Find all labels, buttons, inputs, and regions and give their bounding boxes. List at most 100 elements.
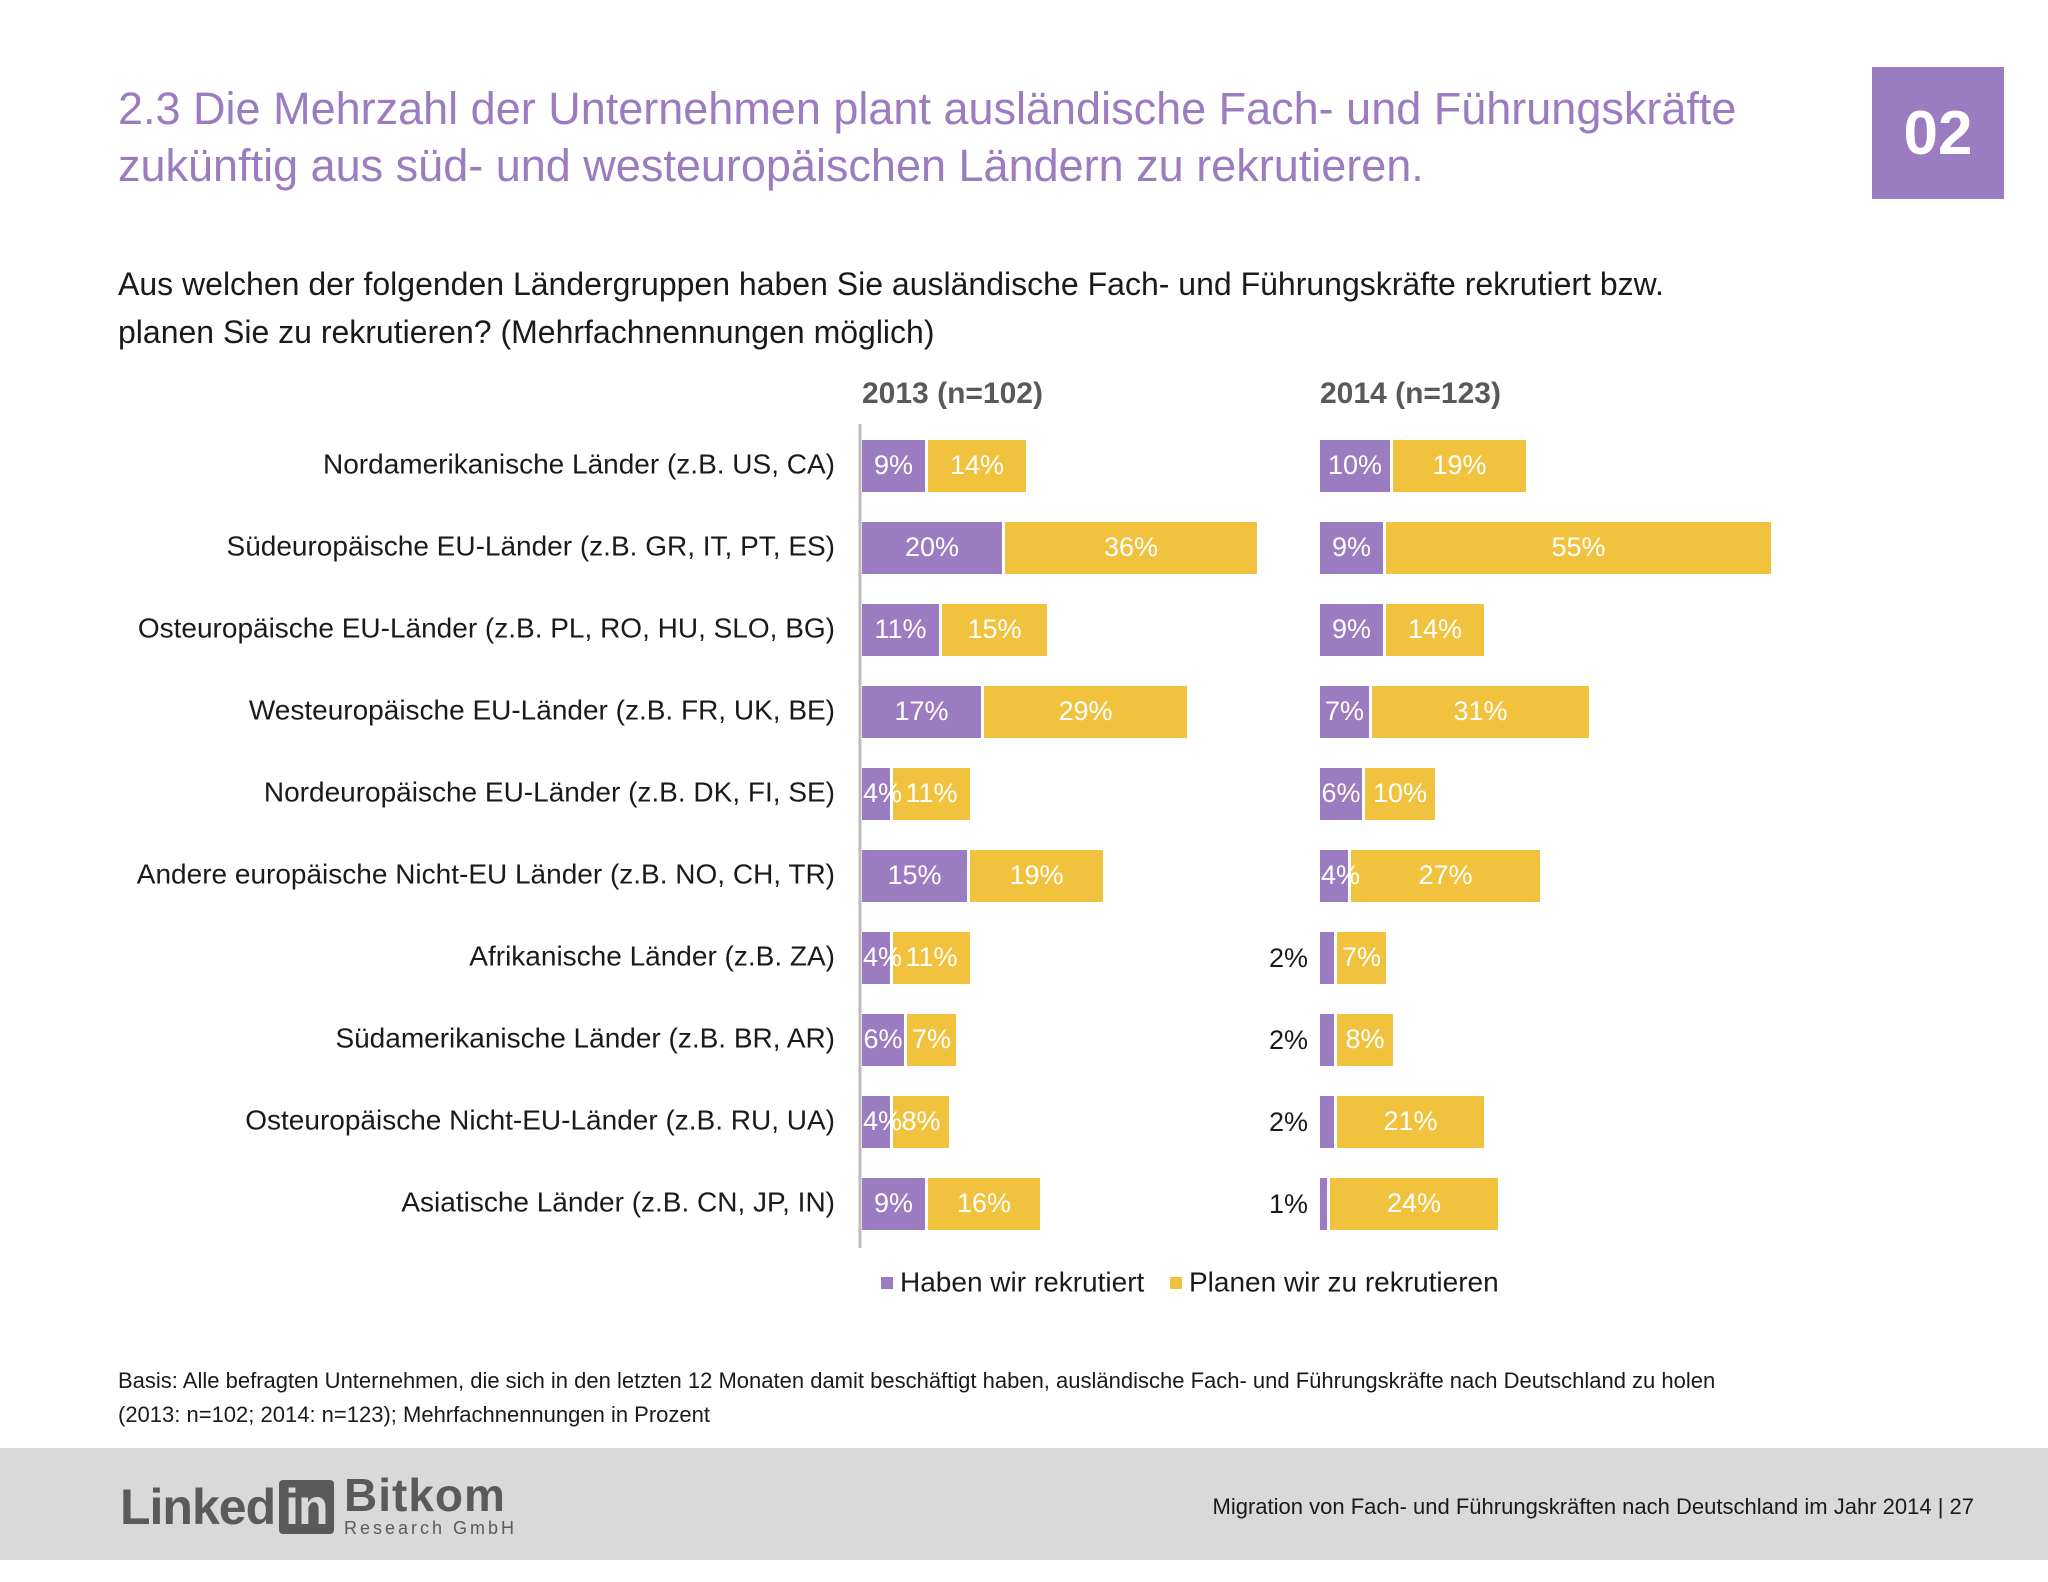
data-label-planned: 8% [901, 1106, 940, 1136]
data-label-recruited: 2% [1269, 1025, 1308, 1055]
data-label-recruited: 10% [1328, 450, 1382, 480]
data-label-planned: 19% [1432, 450, 1486, 480]
data-label-planned: 31% [1453, 696, 1507, 726]
data-label-planned: 10% [1373, 778, 1427, 808]
bar-recruited [862, 1178, 925, 1230]
basis-note: Basis: Alle befragten Unternehmen, die s… [118, 1364, 1715, 1432]
survey-question-line-2: planen Sie zu rekrutieren? (Mehrfachnenn… [118, 314, 935, 350]
bar-planned [970, 850, 1103, 902]
data-label-planned: 14% [1408, 614, 1462, 644]
data-label-planned: 21% [1383, 1106, 1437, 1136]
category-label: Nordamerikanische Länder (z.B. US, CA) [323, 448, 835, 479]
bar-recruited [1320, 604, 1383, 656]
page-title-line-2: zukünftig aus süd- und westeuropäischen … [118, 140, 1424, 191]
data-label-recruited: 4% [863, 1106, 902, 1136]
category-label: Westeuropäische EU-Länder (z.B. FR, UK, … [249, 694, 835, 725]
bar-recruited [1320, 1096, 1334, 1148]
bar-recruited [862, 604, 939, 656]
category-label: Andere europäische Nicht-EU Länder (z.B.… [137, 858, 835, 889]
data-label-recruited: 9% [874, 450, 913, 480]
category-label: Afrikanische Länder (z.B. ZA) [469, 940, 835, 971]
legend-label-planned: Planen wir zu rekrutieren [1189, 1266, 1499, 1297]
bar-planned [984, 686, 1187, 738]
bar-planned [1330, 1178, 1498, 1230]
bar-recruited [862, 932, 890, 984]
bitkom-logo-subtext: Research GmbH [344, 1518, 518, 1538]
data-label-recruited: 1% [1269, 1189, 1308, 1219]
bar-recruited [1320, 1014, 1334, 1066]
bar-recruited [862, 768, 890, 820]
bar-planned [893, 768, 970, 820]
bar-planned [1351, 850, 1540, 902]
bar-planned [1393, 440, 1526, 492]
data-label-recruited: 15% [887, 860, 941, 890]
data-label-recruited: 6% [863, 1024, 902, 1054]
data-label-recruited: 9% [1332, 532, 1371, 562]
bar-planned [893, 932, 970, 984]
data-label-planned: 16% [957, 1188, 1011, 1218]
data-label-planned: 8% [1345, 1024, 1384, 1054]
linkedin-logo-text: Linked [120, 1479, 276, 1535]
bar-planned [1365, 768, 1435, 820]
data-label-recruited: 4% [863, 778, 902, 808]
bar-planned [1005, 522, 1257, 574]
footer-text: Migration von Fach- und Führungskräften … [1212, 1494, 1974, 1519]
data-label-recruited: 2% [1269, 1107, 1308, 1137]
bar-recruited [1320, 686, 1369, 738]
bar-recruited [862, 522, 1002, 574]
bar-planned [1372, 686, 1589, 738]
data-label-planned: 27% [1418, 860, 1472, 890]
bar-planned [928, 440, 1026, 492]
bar-planned [1386, 604, 1484, 656]
page-title: 2.3 Die Mehrzahl der Unternehmen plant a… [118, 80, 1818, 194]
bar-recruited [862, 1014, 904, 1066]
page-title-line-1: 2.3 Die Mehrzahl der Unternehmen plant a… [118, 83, 1737, 134]
bar-planned [1337, 1096, 1484, 1148]
footer: Linked in Bitkom Research GmbH Migration … [0, 1448, 2048, 1560]
bar-planned [1337, 932, 1386, 984]
category-label: Südamerikanische Länder (z.B. BR, AR) [335, 1022, 835, 1053]
bar-planned [1386, 522, 1771, 574]
data-label-planned: 36% [1104, 532, 1158, 562]
survey-question: Aus welchen der folgenden Ländergruppen … [118, 260, 1918, 356]
category-label: Nordeuropäische EU-Länder (z.B. DK, FI, … [264, 776, 835, 807]
data-label-planned: 11% [905, 778, 957, 808]
bitkom-logo: Bitkom Research GmbH [344, 1472, 517, 1538]
bar-planned [928, 1178, 1040, 1230]
data-label-planned: 11% [905, 942, 957, 972]
data-label-recruited: 11% [874, 614, 926, 644]
panel-title: 2013 (n=102) [862, 377, 1043, 410]
data-label-planned: 7% [912, 1024, 951, 1054]
category-label: Südeuropäische EU-Länder (z.B. GR, IT, P… [227, 530, 835, 561]
data-label-recruited: 7% [1325, 696, 1364, 726]
stacked-bar-chart: Nordamerikanische Länder (z.B. US, CA) Sü… [137, 377, 1771, 1297]
bar-recruited [862, 850, 967, 902]
basis-note-line-2: (2013: n=102; 2014: n=123); Mehrfachnenn… [118, 1402, 711, 1427]
category-label: Asiatische Länder (z.B. CN, JP, IN) [401, 1186, 835, 1217]
data-label-planned: 14% [950, 450, 1004, 480]
legend-label-recruited: Haben wir rekrutiert [900, 1266, 1145, 1297]
bar-recruited [1320, 932, 1334, 984]
data-label-planned: 24% [1387, 1188, 1441, 1218]
linkedin-logo: Linked in [120, 1478, 334, 1536]
data-label-planned: 7% [1342, 942, 1381, 972]
data-label-recruited: 4% [1321, 860, 1360, 890]
data-label-recruited: 2% [1269, 943, 1308, 973]
legend-swatch-recruited [881, 1277, 893, 1289]
bar-recruited [862, 686, 981, 738]
data-label-recruited: 17% [894, 696, 948, 726]
bitkom-logo-text: Bitkom [344, 1469, 506, 1521]
bar-recruited [862, 1096, 890, 1148]
bar-recruited [1320, 850, 1348, 902]
data-label-recruited: 9% [1332, 614, 1371, 644]
data-label-planned: 15% [967, 614, 1021, 644]
data-label-recruited: 6% [1321, 778, 1360, 808]
bar-recruited [1320, 440, 1390, 492]
bar-planned [907, 1014, 956, 1066]
data-label-planned: 19% [1009, 860, 1063, 890]
bar-planned [942, 604, 1047, 656]
category-label: Osteuropäische Nicht-EU-Länder (z.B. RU,… [245, 1104, 835, 1135]
survey-question-line-1: Aus welchen der folgenden Ländergruppen … [118, 266, 1664, 302]
data-label-recruited: 20% [905, 532, 959, 562]
bar-recruited [1320, 768, 1362, 820]
